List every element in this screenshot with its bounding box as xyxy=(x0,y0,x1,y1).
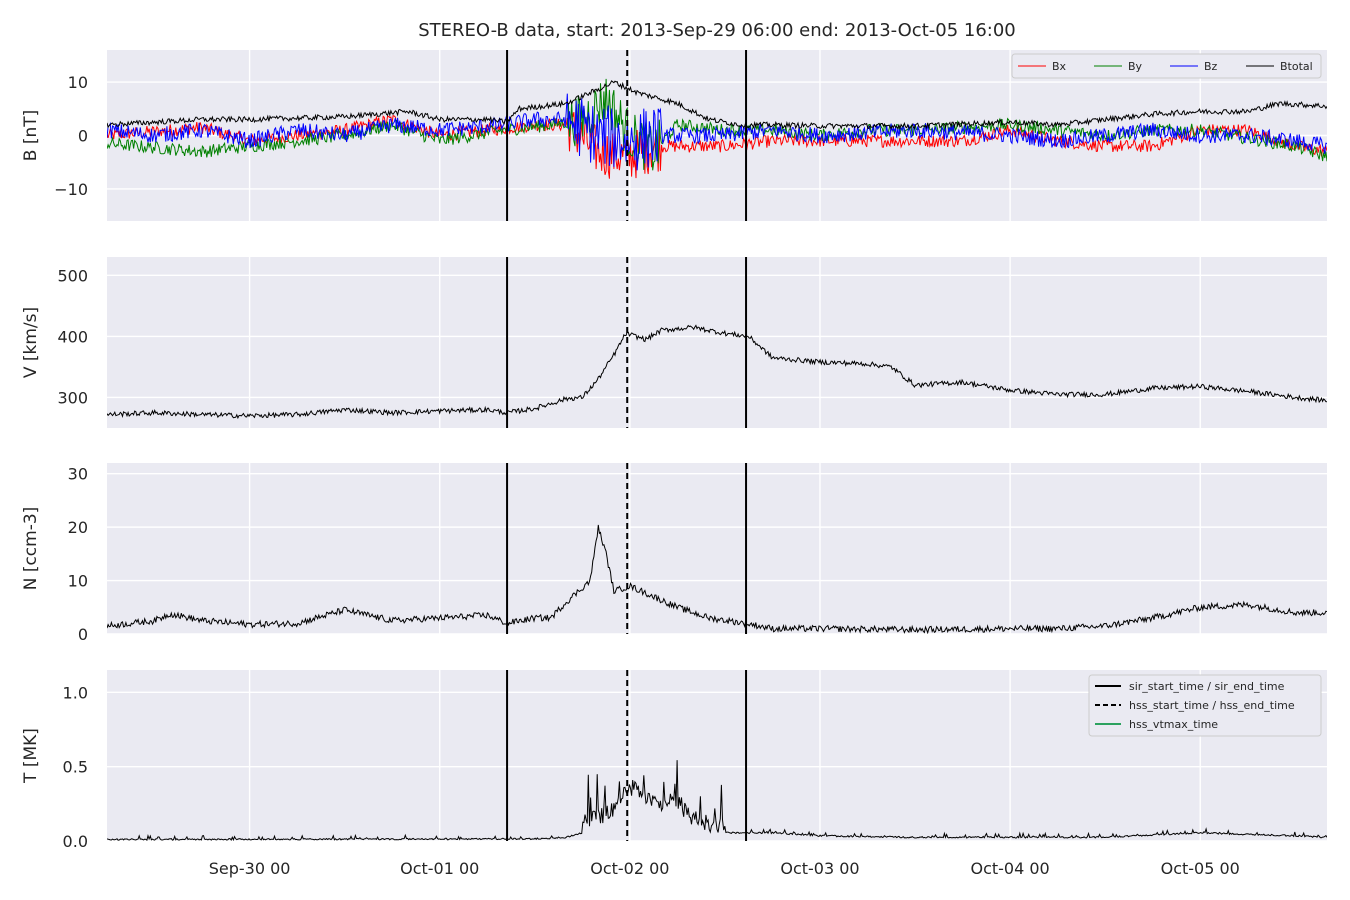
b-legend: Bx By Bz Btotal xyxy=(1011,53,1322,79)
panel-background xyxy=(107,257,1327,428)
y-tick-label: 0.5 xyxy=(63,758,88,777)
y-tick-label: 10 xyxy=(68,73,88,92)
series-line-t xyxy=(107,760,1327,841)
legend-label-btotal: Btotal xyxy=(1280,60,1313,73)
y-tick-label: 0 xyxy=(78,127,88,146)
legend-label-bz: Bz xyxy=(1204,60,1218,73)
y-tick-label: 20 xyxy=(68,518,88,537)
x-tick-label: Oct-03 00 xyxy=(780,859,859,878)
y-tick-label: 1.0 xyxy=(63,683,88,702)
series-line-by xyxy=(107,78,1327,171)
x-tick-label: Oct-01 00 xyxy=(400,859,479,878)
y-tick-label: −10 xyxy=(54,180,88,199)
x-tick-labels: Sep-30 00 Oct-01 00 Oct-02 00 Oct-03 00 Oct-… xyxy=(209,859,1240,878)
x-tick-label: Oct-02 00 xyxy=(590,859,669,878)
legend-box xyxy=(1011,53,1322,79)
y-tick-label: 0 xyxy=(78,625,88,644)
y-axis-label: B [nT] xyxy=(21,110,41,162)
series-line-n xyxy=(107,524,1327,634)
series-line-bz xyxy=(107,93,1327,171)
series-line-btotal xyxy=(107,80,1327,130)
series-line-bx xyxy=(107,109,1327,179)
panel-background xyxy=(107,463,1327,634)
panel-1: 500 400 300 V [km/s] xyxy=(21,257,1327,428)
x-tick-label: Oct-04 00 xyxy=(970,859,1049,878)
legend-label-2: hss_vtmax_time xyxy=(1129,718,1218,731)
y-axis-label: T [MK] xyxy=(21,728,41,784)
x-tick-label: Oct-05 00 xyxy=(1161,859,1240,878)
legend-label-0: sir_start_time / sir_end_time xyxy=(1129,680,1285,693)
panel-2: 30 20 10 0 N [ccm-3] xyxy=(21,463,1327,644)
chart-title: STEREO-B data, start: 2013-Sep-29 06:00 … xyxy=(418,20,1016,41)
y-tick-label: 500 xyxy=(57,266,88,285)
event-legend: sir_start_time / sir_end_time hss_start_t… xyxy=(1088,674,1322,737)
y-tick-label: 300 xyxy=(57,388,88,407)
y-axis-label: V [km/s] xyxy=(21,307,41,378)
legend-label-by: By xyxy=(1128,60,1143,73)
y-tick-label: 400 xyxy=(57,327,88,346)
legend-label-1: hss_start_time / hss_end_time xyxy=(1129,699,1295,712)
panel-0: 10 0 −10 B [nT] Bx By Bz Btotal xyxy=(21,50,1327,221)
y-axis-label: N [ccm-3] xyxy=(21,507,41,591)
y-tick-label: 10 xyxy=(68,572,88,591)
legend-box xyxy=(1088,674,1322,737)
legend-label-bx: Bx xyxy=(1052,60,1067,73)
panel-3: 1.0 0.5 0.0 T [MK] sir_start_time / sir_end_… xyxy=(21,670,1327,851)
x-tick-label: Sep-30 00 xyxy=(209,859,291,878)
y-tick-label: 30 xyxy=(68,465,88,484)
y-tick-label: 0.0 xyxy=(63,832,88,851)
series-line-v xyxy=(107,324,1327,420)
